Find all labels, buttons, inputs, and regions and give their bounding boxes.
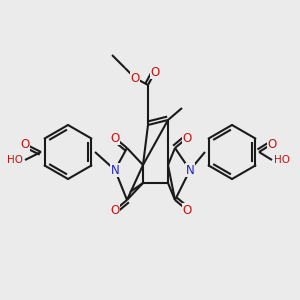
Text: O: O: [150, 65, 160, 79]
Text: HO: HO: [7, 155, 23, 165]
Text: HO: HO: [274, 155, 290, 165]
Text: O: O: [110, 131, 120, 145]
Text: O: O: [182, 203, 192, 217]
Text: O: O: [130, 71, 140, 85]
Text: O: O: [182, 131, 192, 145]
Text: N: N: [186, 164, 194, 176]
Text: N: N: [111, 164, 119, 176]
Text: O: O: [110, 203, 120, 217]
Text: O: O: [267, 137, 277, 151]
Text: O: O: [20, 137, 30, 151]
